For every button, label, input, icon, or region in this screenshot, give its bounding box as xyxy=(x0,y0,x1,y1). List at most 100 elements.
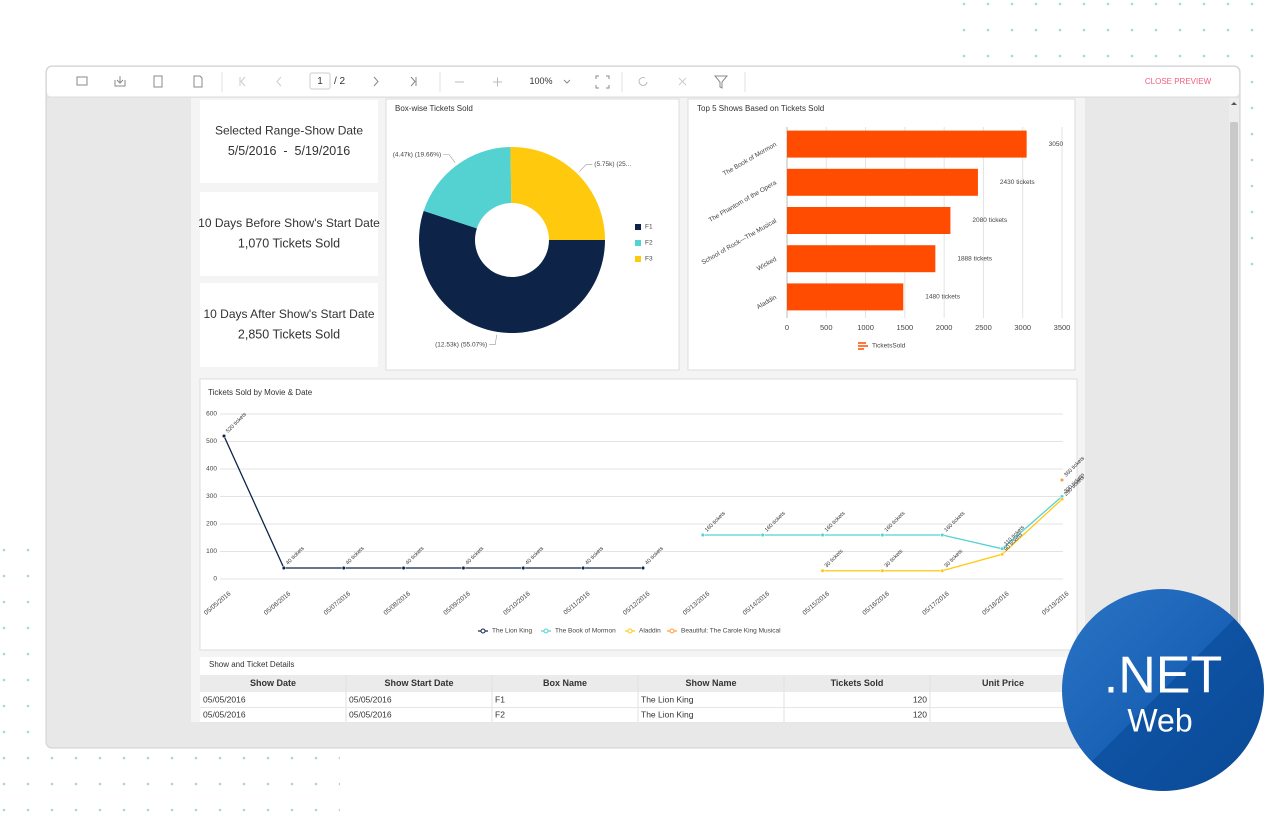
card-value: 1,070 Tickets Sold xyxy=(238,236,340,250)
panels xyxy=(199,98,1078,722)
x-tick-label: 500 xyxy=(820,323,833,332)
data-label: (4.47k) (19.66%) xyxy=(393,151,441,158)
card xyxy=(200,192,378,276)
x-tick-label: 1500 xyxy=(897,323,914,332)
card-value: 5/5/2016 - 5/19/2016 xyxy=(228,144,350,158)
fit-button[interactable] xyxy=(595,75,610,89)
leader-line xyxy=(579,164,593,172)
legend-label: The Book of Mormon xyxy=(555,628,616,635)
page-button[interactable] xyxy=(193,75,203,88)
data-label: (12.53k) (55.07%) xyxy=(435,341,487,348)
badge-title: .NET xyxy=(1104,647,1222,705)
table-cell: 05/05/2016 xyxy=(203,694,246,704)
export-button[interactable] xyxy=(114,76,126,87)
pie-slice xyxy=(510,147,605,240)
data-label: (5.75k) (25... xyxy=(594,161,631,168)
bar xyxy=(787,283,904,311)
x-tick-label: 3500 xyxy=(1054,323,1071,332)
next-page-button[interactable] xyxy=(373,76,379,87)
y-tick-label: 100 xyxy=(206,548,217,555)
legend-label: F3 xyxy=(645,256,653,263)
card-title: 10 Days After Show's Start Date xyxy=(203,307,374,321)
legend-swatch xyxy=(669,628,675,634)
data-point xyxy=(1000,552,1005,557)
x-tick-label: 0 xyxy=(785,323,789,332)
data-point xyxy=(401,565,406,571)
leader-line xyxy=(489,334,498,345)
x-tick-label: 1000 xyxy=(857,323,874,332)
line-panel xyxy=(199,378,1078,651)
data-label: 1888 tickets xyxy=(957,255,992,262)
column-header: Show Name xyxy=(685,678,736,688)
last-page-button[interactable] xyxy=(410,76,417,87)
data-point xyxy=(221,433,227,439)
page-setup-button[interactable] xyxy=(153,75,163,88)
x-tick-label: 2500 xyxy=(975,323,992,332)
data-point xyxy=(880,532,885,538)
y-tick-label: 300 xyxy=(206,493,217,500)
table-cell: 05/05/2016 xyxy=(349,709,392,719)
column-header: Unit Price xyxy=(982,678,1024,688)
zoom-level[interactable]: 100% xyxy=(529,76,552,86)
first-page-button[interactable] xyxy=(239,76,246,87)
table-cell: F1 xyxy=(495,694,505,704)
page-number[interactable]: 1 xyxy=(317,76,323,87)
legend-label: The Lion King xyxy=(492,628,532,635)
scrollbar-thumb[interactable] xyxy=(1230,122,1238,720)
table-cell: 120 xyxy=(913,694,927,704)
data-point xyxy=(820,532,825,538)
pie-slice xyxy=(418,210,605,334)
prev-page-button[interactable] xyxy=(276,76,282,87)
data-label: 3050 xyxy=(1049,141,1064,148)
legend-swatch xyxy=(635,224,641,230)
data-point xyxy=(700,532,705,538)
column-header: Show Start Date xyxy=(384,678,453,688)
legend-swatch xyxy=(858,342,868,350)
print-button[interactable] xyxy=(76,76,88,86)
legend-swatch xyxy=(627,628,633,634)
legend-label: F1 xyxy=(645,224,653,231)
chart-title: Tickets Sold by Movie & Date xyxy=(208,388,313,397)
data-point xyxy=(640,565,646,571)
filter-button[interactable] xyxy=(713,75,729,89)
refresh-button[interactable] xyxy=(638,77,648,86)
data-label: 2080 tickets xyxy=(972,217,1007,224)
card xyxy=(200,283,378,367)
badge-subtitle: Web xyxy=(1127,702,1192,738)
table-cell: 120 xyxy=(913,709,927,719)
net-badge xyxy=(1062,589,1264,791)
legend-label: F2 xyxy=(645,240,653,247)
data-point xyxy=(1000,546,1005,551)
card-title: 10 Days Before Show's Start Date xyxy=(198,216,380,230)
legend-label: Beautiful: The Carole King Musical xyxy=(681,628,781,635)
table-cell: F2 xyxy=(495,709,505,719)
scroll-up[interactable] xyxy=(1231,102,1237,105)
page-count: / 2 xyxy=(334,76,346,87)
legend-swatch xyxy=(635,240,641,246)
legend-label: Aladdin xyxy=(639,628,661,635)
chart-title: Box-wise Tickets Sold xyxy=(395,104,473,113)
toolbar-icons xyxy=(76,75,729,89)
column-header: Box Name xyxy=(543,678,587,688)
y-tick-label: 500 xyxy=(206,438,217,445)
x-tick-label: 2000 xyxy=(936,323,953,332)
column-header: Show Date xyxy=(250,678,296,688)
table-cell: 05/05/2016 xyxy=(349,694,392,704)
zoom-dropdown[interactable] xyxy=(563,79,571,84)
data-point xyxy=(1059,477,1065,483)
y-tick-label: 0 xyxy=(213,576,217,583)
data-point xyxy=(820,568,825,573)
pie-slice xyxy=(423,147,512,229)
cancel-button[interactable] xyxy=(678,77,687,86)
close-preview[interactable]: CLOSE PREVIEW xyxy=(1145,77,1212,86)
bar xyxy=(787,168,978,196)
page-input[interactable] xyxy=(309,72,331,90)
zoom-in-button[interactable] xyxy=(493,77,502,87)
legend-swatch xyxy=(635,256,641,262)
card xyxy=(200,100,378,183)
table-cell: 05/05/2016 xyxy=(203,709,246,719)
table-title: Show and Ticket Details xyxy=(209,660,294,669)
y-tick-label: 400 xyxy=(206,466,217,473)
